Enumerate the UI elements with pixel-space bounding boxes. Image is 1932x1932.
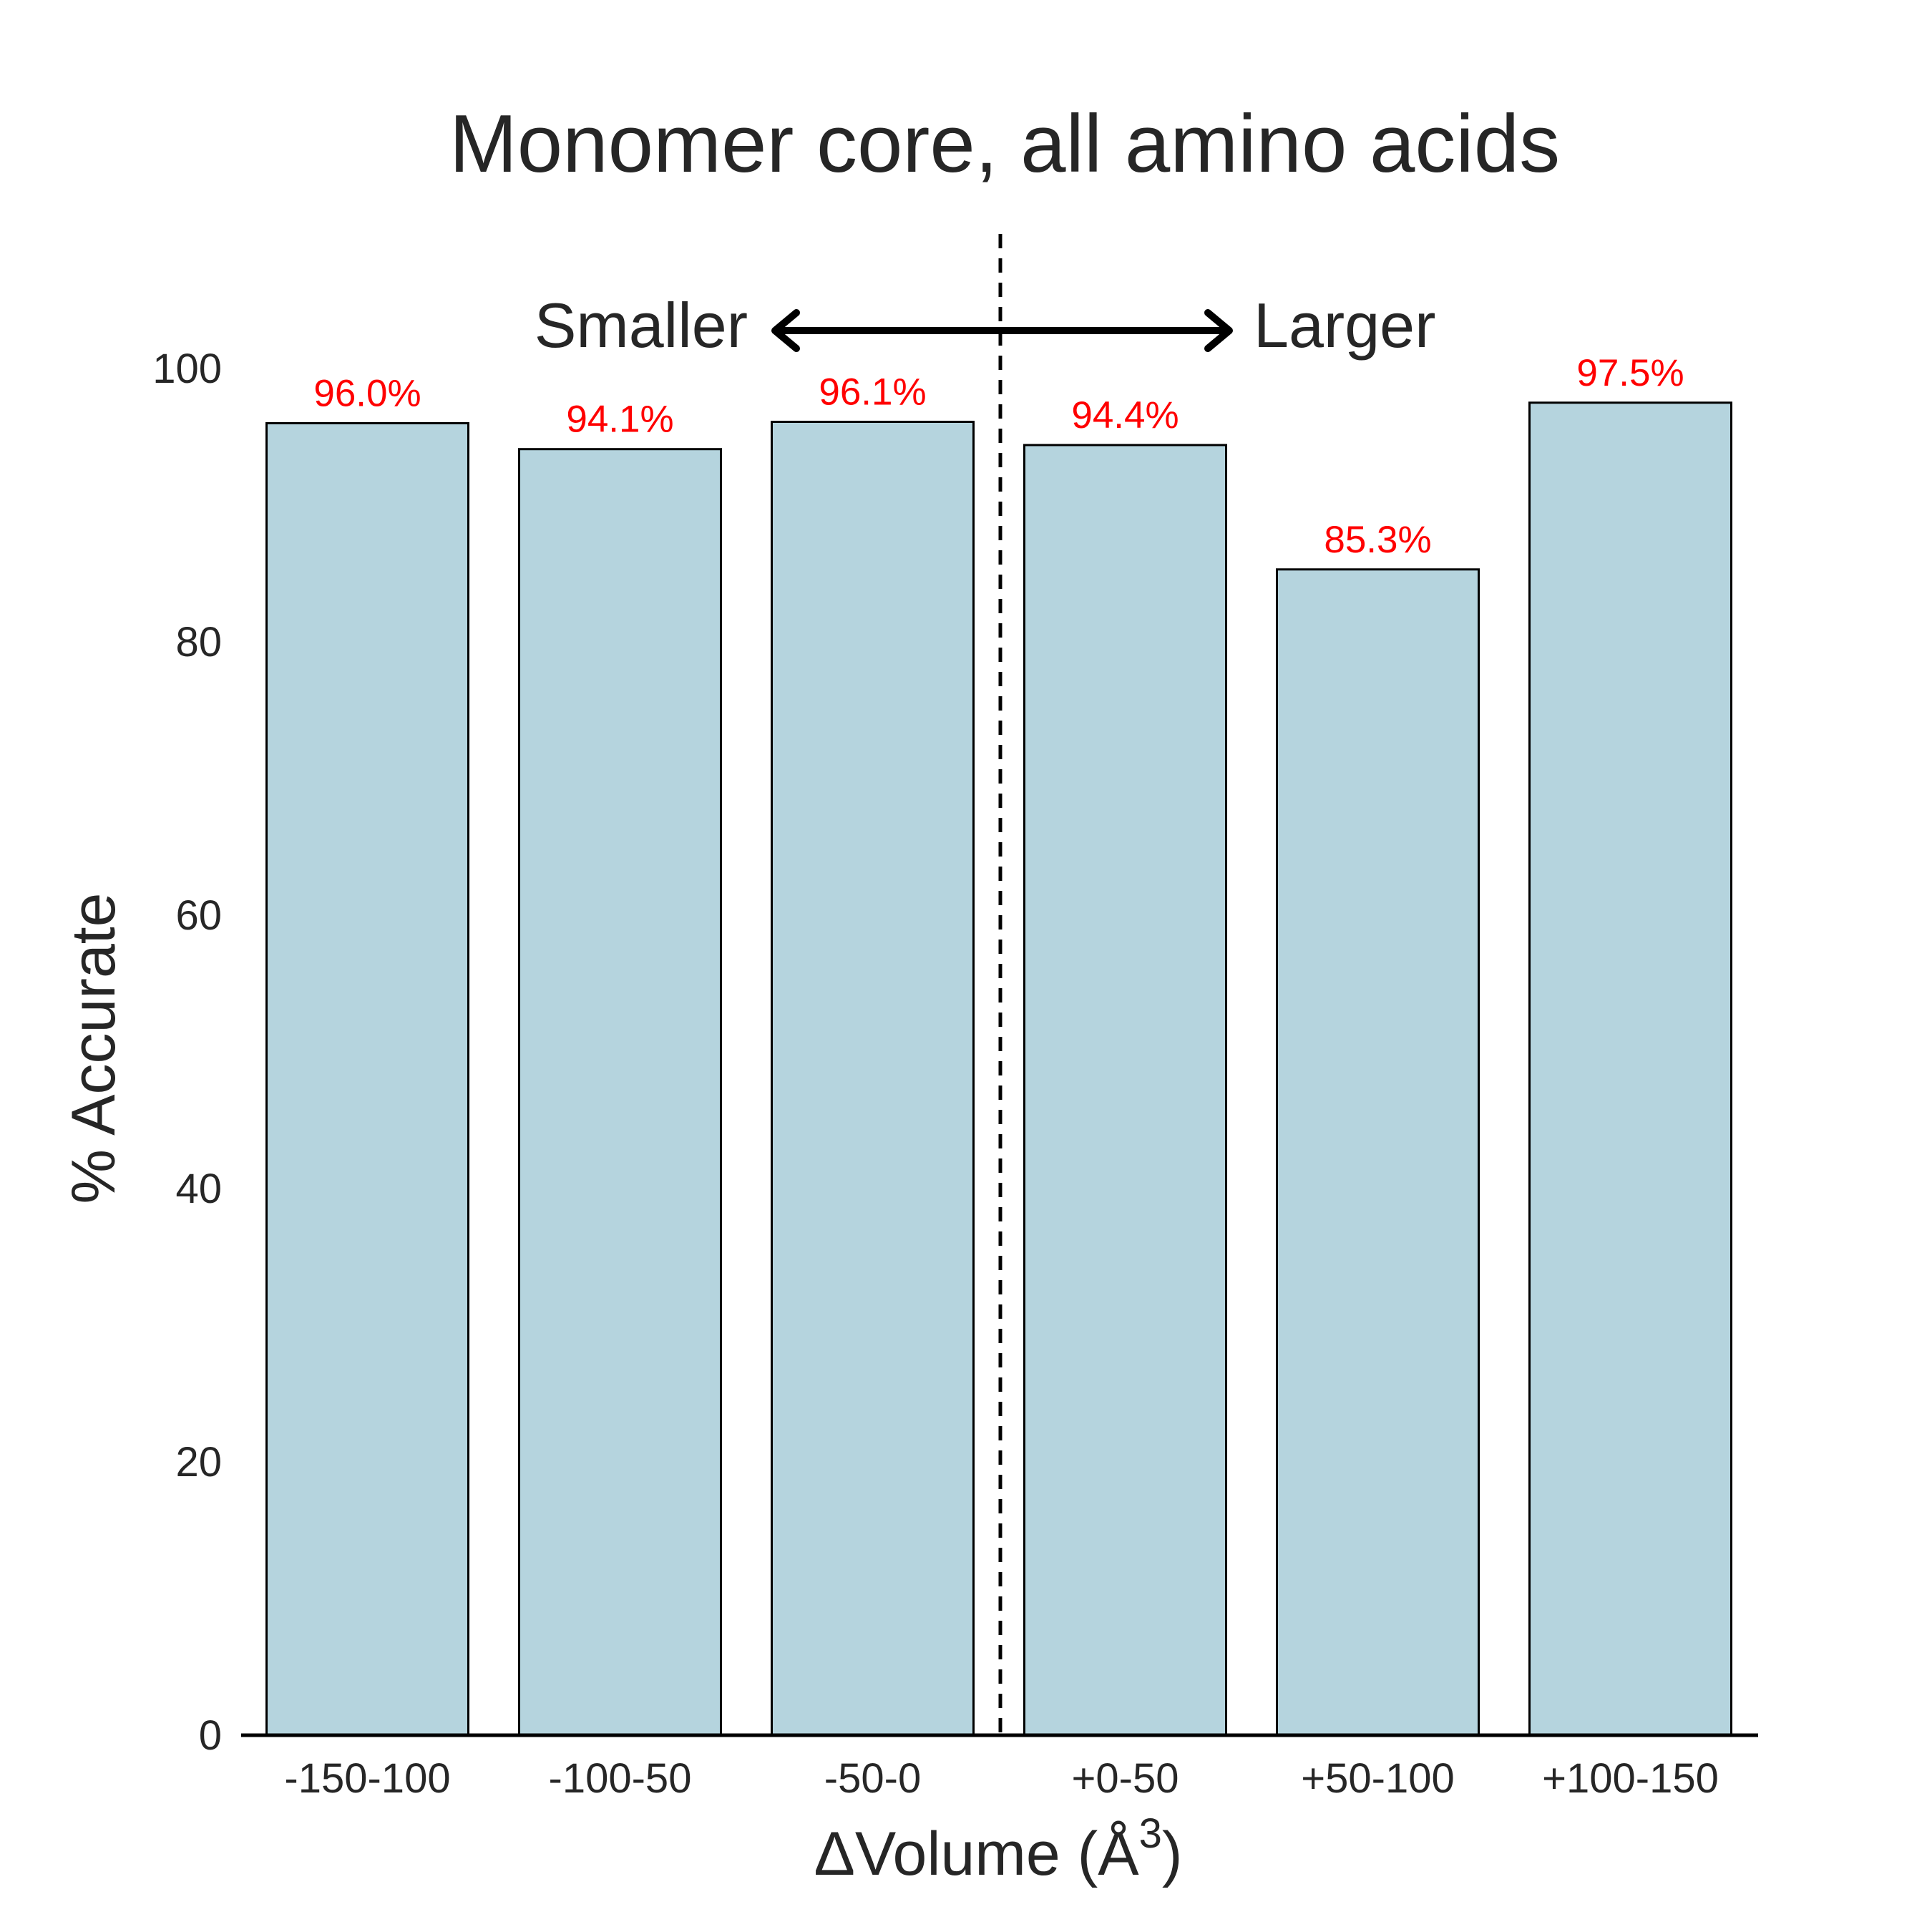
bar-value-label-5: 97.5% xyxy=(1576,352,1684,394)
y-tick-label-4: 80 xyxy=(175,619,222,665)
value-labels-group: 96.0% 94.1% 96.1% 94.4% 85.3% 97.5% xyxy=(313,352,1684,561)
arrow-head-right xyxy=(1204,309,1233,352)
x-tick-label-5: +100-150 xyxy=(1542,1755,1719,1802)
bar-5 xyxy=(1528,401,1732,1737)
bar-value-label-0: 96.0% xyxy=(313,372,421,414)
x-tick-label-4: +50-100 xyxy=(1301,1755,1454,1802)
x-tick-label-0: -150-100 xyxy=(284,1755,450,1802)
smaller-annotation: Smaller xyxy=(535,290,748,361)
bar-3 xyxy=(1023,444,1227,1737)
bar-2 xyxy=(771,420,975,1737)
arrow-head-left xyxy=(771,309,800,352)
x-tick-labels-group: -150-100 -100-50 -50-0 +0-50 +50-100 +100-150 xyxy=(284,1755,1718,1802)
x-axis-label-main: ΔVolume (Å xyxy=(814,1820,1139,1888)
bar-4 xyxy=(1276,568,1480,1737)
bar-value-label-4: 85.3% xyxy=(1324,519,1431,561)
x-axis-label-close: ) xyxy=(1162,1820,1183,1888)
x-tick-label-3: +0-50 xyxy=(1072,1755,1179,1802)
x-axis-label: ΔVolume (Å3) xyxy=(814,1810,1182,1888)
bar-value-label-2: 96.1% xyxy=(819,371,926,413)
bar-value-label-3: 94.4% xyxy=(1071,394,1179,436)
bar-0 xyxy=(265,421,469,1737)
x-tick-label-1: -100-50 xyxy=(549,1755,692,1802)
bars-group xyxy=(265,401,1732,1737)
y-axis-label: % Accurate xyxy=(59,893,128,1204)
y-tick-label-3: 60 xyxy=(175,892,222,939)
y-tick-label-5: 100 xyxy=(152,346,222,392)
direction-arrow xyxy=(771,309,1233,352)
y-tick-labels-group: 0 20 40 60 80 100 xyxy=(152,346,222,1759)
chart-title: Monomer core, all amino acids xyxy=(449,99,1560,190)
x-tick-label-2: -50-0 xyxy=(824,1755,921,1802)
y-tick-label-0: 0 xyxy=(199,1712,222,1759)
y-tick-label-1: 20 xyxy=(175,1439,222,1485)
y-tick-label-2: 40 xyxy=(175,1166,222,1212)
bar-1 xyxy=(518,448,722,1737)
x-axis-label-superscript: 3 xyxy=(1139,1810,1162,1857)
bar-value-label-1: 94.1% xyxy=(566,399,673,441)
larger-annotation: Larger xyxy=(1254,290,1435,361)
